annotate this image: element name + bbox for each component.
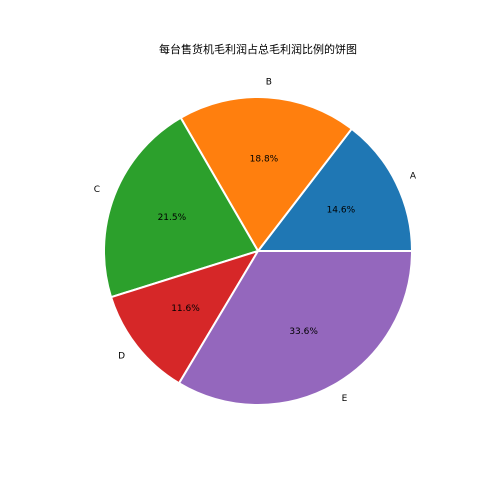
pie-labels: A 14.6% B 18.8% C 21.5% D 11.6% E 33.6% bbox=[94, 77, 417, 403]
percent-label-a: 14.6% bbox=[327, 206, 356, 216]
category-label-a: A bbox=[410, 172, 417, 182]
category-label-b: B bbox=[266, 77, 272, 87]
percent-label-b: 18.8% bbox=[250, 154, 279, 164]
category-label-c: C bbox=[94, 185, 100, 195]
pie-slice-c bbox=[103, 116, 259, 299]
pie-slice-e bbox=[178, 250, 413, 406]
pie-slice-d bbox=[110, 250, 259, 385]
percent-label-d: 11.6% bbox=[171, 304, 200, 314]
pie-slice-a bbox=[257, 127, 413, 252]
category-label-d: D bbox=[118, 351, 125, 361]
pie-slice-b bbox=[179, 95, 353, 252]
category-label-e: E bbox=[342, 394, 348, 404]
percent-label-e: 33.6% bbox=[289, 327, 318, 337]
pie-slices bbox=[103, 95, 413, 406]
percent-label-c: 21.5% bbox=[158, 213, 187, 223]
chart-title: 每台售货机毛利润占总毛利润比例的饼图 bbox=[159, 42, 357, 56]
